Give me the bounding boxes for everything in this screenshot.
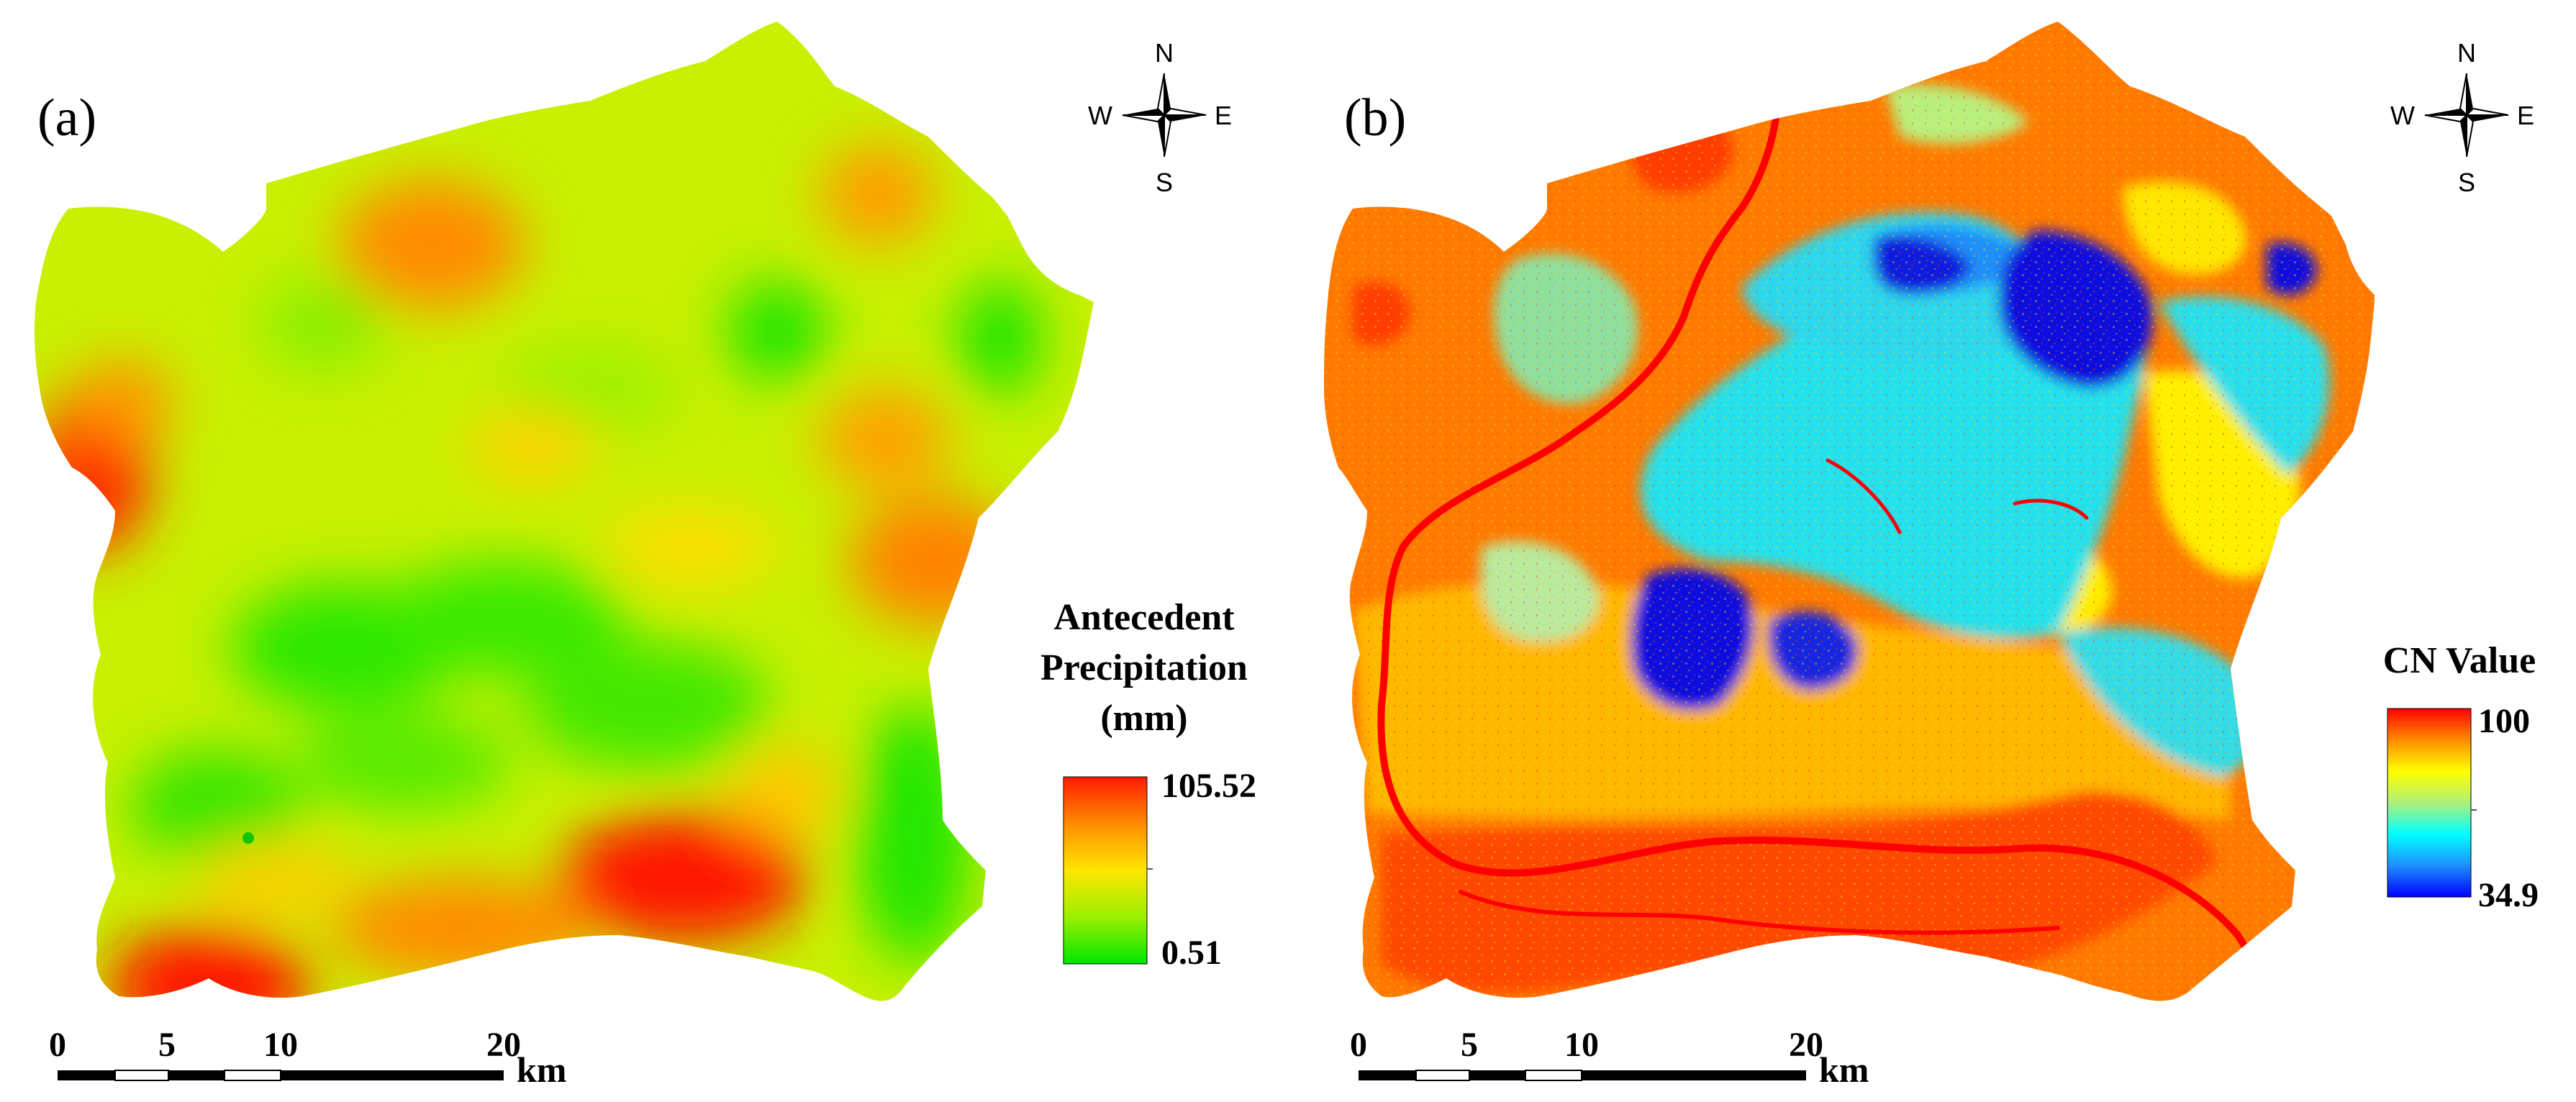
precipitation-surface — [36, 144, 1043, 1001]
panel-a-label: (a) — [37, 88, 96, 147]
compass-b-s: S — [2458, 168, 2475, 197]
legend-b-max: 100 — [2478, 702, 2530, 740]
river-network — [1377, 40, 2277, 996]
precipitation-map — [34, 22, 1094, 1001]
compass-b: N S E W — [2390, 38, 2534, 197]
legend-a-colorbar — [1063, 776, 1148, 965]
compass-b-n: N — [2457, 38, 2476, 68]
legend-a: Antecedent Precipitation (mm) 105.52 0.5… — [1040, 597, 1256, 972]
scalebar-b-unit: km — [1819, 1049, 1869, 1090]
legend-a-max: 105.52 — [1161, 767, 1256, 805]
scalebar-a-tick-5: 5 — [158, 1026, 176, 1064]
compass-a-n: N — [1155, 38, 1174, 68]
scalebar-b: 0 5 10 20 km — [1350, 1026, 1869, 1090]
scalebar-b-tick-5: 5 — [1461, 1026, 1478, 1064]
station-point — [242, 832, 254, 844]
compass-a-e: E — [1215, 101, 1232, 130]
compass-a-w: W — [1088, 101, 1112, 130]
legend-b-colorbar — [2387, 708, 2472, 898]
scalebar-a-tick-10: 10 — [263, 1026, 298, 1064]
scalebar-b-tick-10: 10 — [1564, 1026, 1599, 1064]
scalebar-b-tick-20: 20 — [1789, 1026, 1823, 1064]
legend-b-title: CN Value — [2383, 640, 2536, 681]
compass-a: N S E W — [1088, 38, 1232, 197]
scalebar-b-tick-0: 0 — [1350, 1026, 1367, 1064]
compass-b-e: E — [2517, 101, 2534, 130]
legend-a-title-line2: Precipitation — [1040, 647, 1248, 688]
legend-a-title-line3: (mm) — [1100, 698, 1187, 739]
legend-a-min: 0.51 — [1161, 934, 1222, 972]
scalebar-a-unit: km — [517, 1049, 566, 1090]
scalebar-a: 0 5 10 20 km — [49, 1026, 566, 1090]
panel-b-label: (b) — [1344, 88, 1406, 147]
legend-a-title-line1: Antecedent — [1053, 597, 1235, 638]
legend-b-min: 34.9 — [2478, 876, 2539, 914]
compass-b-w: W — [2390, 101, 2415, 130]
panel-a: (a) — [34, 22, 1256, 1090]
legend-b: CN Value 100 34.9 — [2383, 640, 2539, 914]
cn-value-map — [1324, 22, 2375, 1001]
scalebar-a-tick-20: 20 — [486, 1026, 521, 1064]
panel-b: (b) — [1324, 22, 2539, 1090]
compass-a-s: S — [1156, 168, 1173, 197]
scalebar-a-tick-0: 0 — [49, 1026, 66, 1064]
